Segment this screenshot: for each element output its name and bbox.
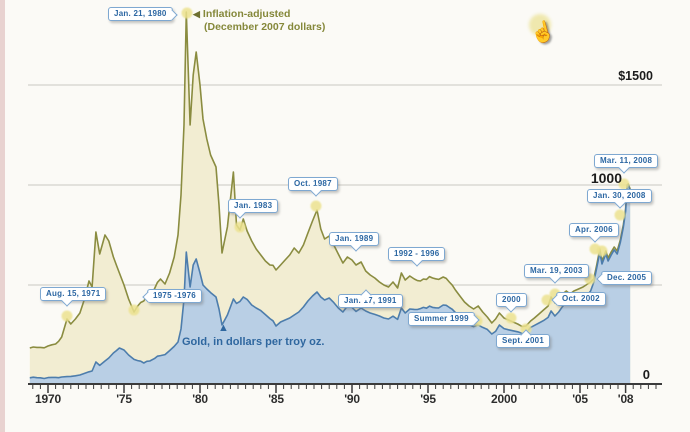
callout-label: Oct. 2002 [562,294,600,303]
highlight-dot [181,7,193,19]
callout-label: 1992 - 1996 [394,249,440,258]
callout-aug-15-1971: Aug. 15, 1971 [40,287,107,307]
cursor-glow-circle [529,14,551,36]
x-tick-label-08: '08 [617,392,634,406]
callout-label: Jan. 17, 1991 [344,296,397,305]
cursor-hand-glyph: ☝ [527,19,558,47]
callout-label: 2000 [502,295,521,304]
highlight-dot [584,273,596,285]
x-tick-label-90: '90 [344,392,360,406]
callout-label: Mar. 19, 2003 [530,266,583,275]
callout-apr-2006: Apr. 2006 [569,223,619,243]
inflation-legend-line1: ◀ Inflation-adjusted [193,8,325,21]
x-tick-label-05: '05 [572,392,588,406]
gold-series-legend: Gold, in dollars per troy oz. [182,336,325,348]
y-axis-label-0: 0 [642,367,650,382]
callout-jan-30-2008: Jan. 30, 2008 [587,189,652,209]
callout-label: Sept. 2001 [502,336,545,345]
callout-label: Jan. 1989 [335,234,374,243]
x-tick-label-80: '80 [192,392,208,406]
callout-2000: 2000 [496,293,527,313]
highlight-dot [310,200,322,212]
callout-jan-21-1980: Jan. 21, 1980 [108,7,178,21]
x-tick-label-95: '95 [420,392,436,406]
up-arrow-icon: ▲ [218,322,229,334]
callout-jan-1989: Jan. 1989 [329,232,380,252]
callout-jan-17-1991: Jan. 17, 1991 [338,288,403,308]
y-axis-label-1500: $1500 [618,69,653,83]
highlight-dot [596,245,608,257]
x-tick-label-2000: 2000 [491,392,517,406]
callout-label: Jan. 1983 [234,201,273,210]
callout-label: Jan. 30, 2008 [593,191,646,200]
highlight-dot [549,288,561,300]
highlight-dot [614,209,626,221]
highlight-dot [541,294,553,306]
callout-label: Jan. 21, 1980 [114,9,167,18]
highlight-dot [505,312,517,324]
callout-1975-1976: 1975 -1976 [141,289,202,303]
y-axis-label-1000: 1000 [590,170,622,186]
x-tick-label-75: '75 [116,392,132,406]
series-nominal-gold-line [29,184,631,380]
inflation-legend-line2: (December 2007 dollars) [204,21,326,33]
highlight-dot [234,221,246,233]
inflation-adjusted-legend: ◀ Inflation-adjusted (December 2007 dolla… [193,8,325,34]
callout-mar-11-2008: Mar. 11, 2008 [594,154,659,174]
callout-label: Aug. 15, 1971 [46,289,101,298]
inflation-legend-text1: Inflation-adjusted [202,8,291,20]
callout-jan-1983: Jan. 1983 [228,199,279,219]
callout-1992-1996: 1992 - 1996 [388,247,446,267]
callout-oct-1987: Oct. 1987 [288,177,338,197]
hand-cursor-icon: ☝ [522,12,560,58]
highlight-dot [61,310,73,322]
callout-label: Summer 1999 [414,314,469,323]
callout-label: Dec. 2005 [607,273,647,282]
callout-mar-19-2003: Mar. 19, 2003 [524,264,589,284]
highlight-dot [128,304,140,316]
callout-label: Oct. 1987 [294,179,332,188]
x-tick-label-1970: 1970 [35,392,61,406]
highlight-dot [589,243,601,255]
left-edge-strip [0,0,5,432]
callout-summer-1999: Summer 1999 [408,312,480,326]
callout-label: Mar. 11, 2008 [600,156,653,165]
highlight-dot [618,178,630,190]
callout-dec-2005: Dec. 2005 [595,271,653,285]
callout-label: Apr. 2006 [575,225,613,234]
x-tick-label-85: '85 [268,392,284,406]
callout-oct-2002: Oct. 2002 [550,292,606,306]
callout-label: 1975 -1976 [153,291,196,300]
left-arrow-icon: ◀ [193,9,200,19]
callout-sept-2001: Sept. 2001 [496,328,551,348]
